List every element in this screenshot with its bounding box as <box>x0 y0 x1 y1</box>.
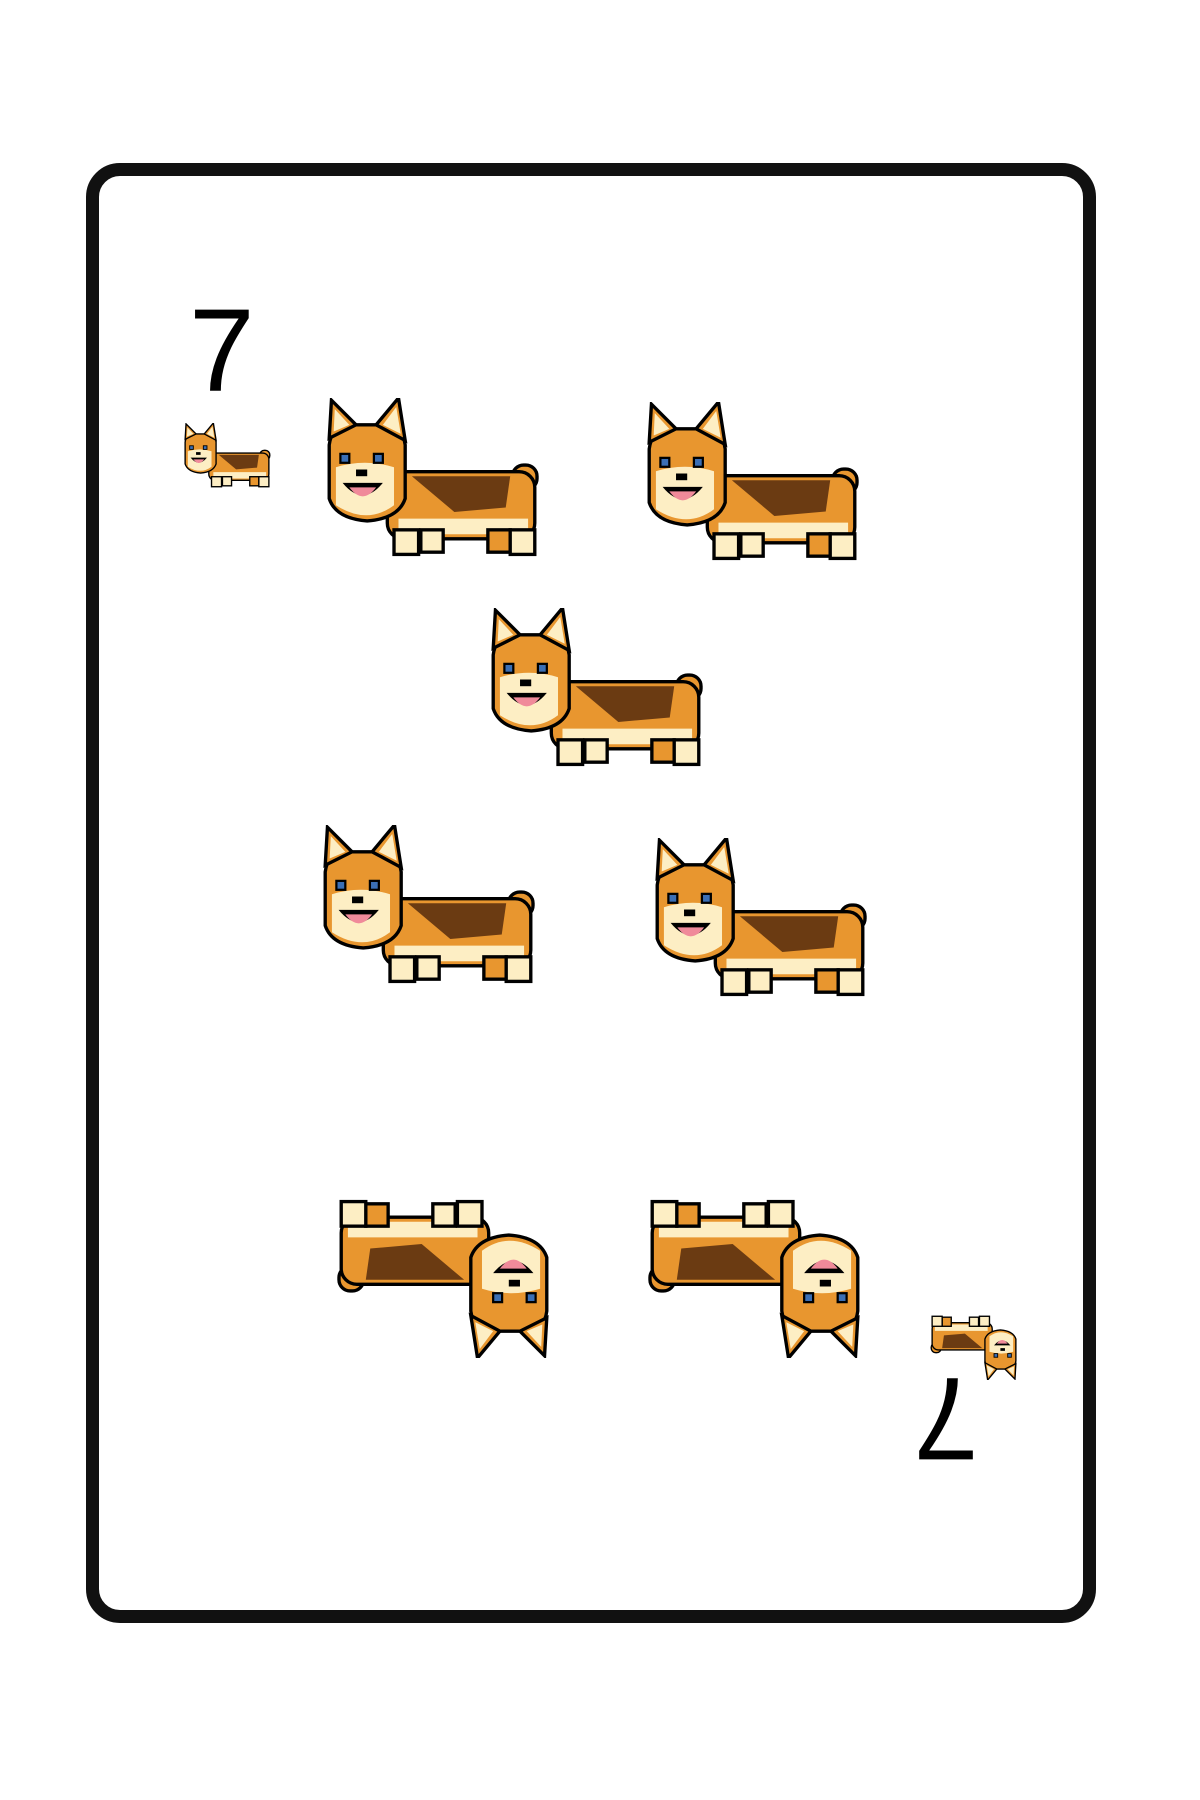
rank-top: 7 <box>189 285 255 417</box>
corgi-icon <box>643 1196 867 1358</box>
corgi-icon <box>316 825 540 987</box>
corgi-icon <box>320 398 544 560</box>
corgi-icon <box>484 608 708 770</box>
corgi-icon <box>332 1196 556 1358</box>
corgi-icon <box>178 423 276 489</box>
corgi-icon <box>648 838 872 1000</box>
corgi-icon <box>640 402 864 564</box>
playing-card <box>86 163 1096 1623</box>
corgi-icon <box>925 1314 1023 1380</box>
